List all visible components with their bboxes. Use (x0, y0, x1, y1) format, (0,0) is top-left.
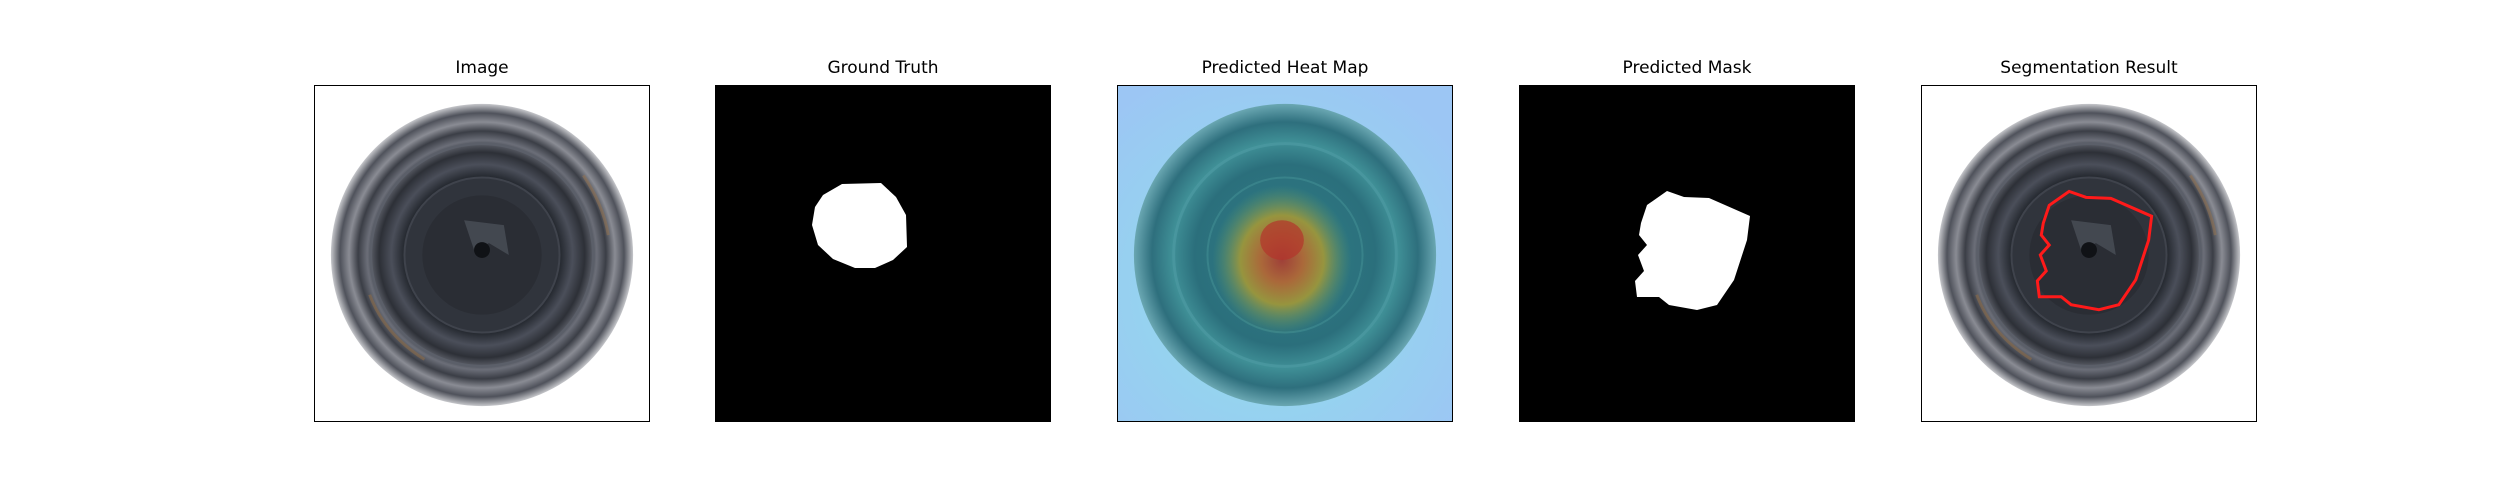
input-image (314, 85, 650, 422)
panel-predicted-mask: Predicted Mask (1519, 0, 1855, 500)
panel-segmentation: Segmentation Result (1921, 0, 2257, 500)
segmentation-contour (2035, 189, 2154, 312)
panel-title: Segmentation Result (2000, 58, 2178, 78)
panel-title: Predicted Mask (1622, 58, 1752, 78)
panel-heatmap: Predicted Heat Map (1117, 0, 1453, 500)
predicted-mask (1519, 85, 1855, 422)
panel-ground-truth: Ground Truth (715, 0, 1051, 500)
predicted-heatmap (1117, 85, 1453, 422)
segmentation-result (1921, 85, 2257, 422)
panel-title: Image (455, 58, 509, 78)
ground-truth-mask (715, 85, 1051, 422)
panel-title: Ground Truth (827, 58, 939, 78)
panel-image: Image (314, 0, 650, 500)
panel-title: Predicted Heat Map (1201, 58, 1369, 78)
